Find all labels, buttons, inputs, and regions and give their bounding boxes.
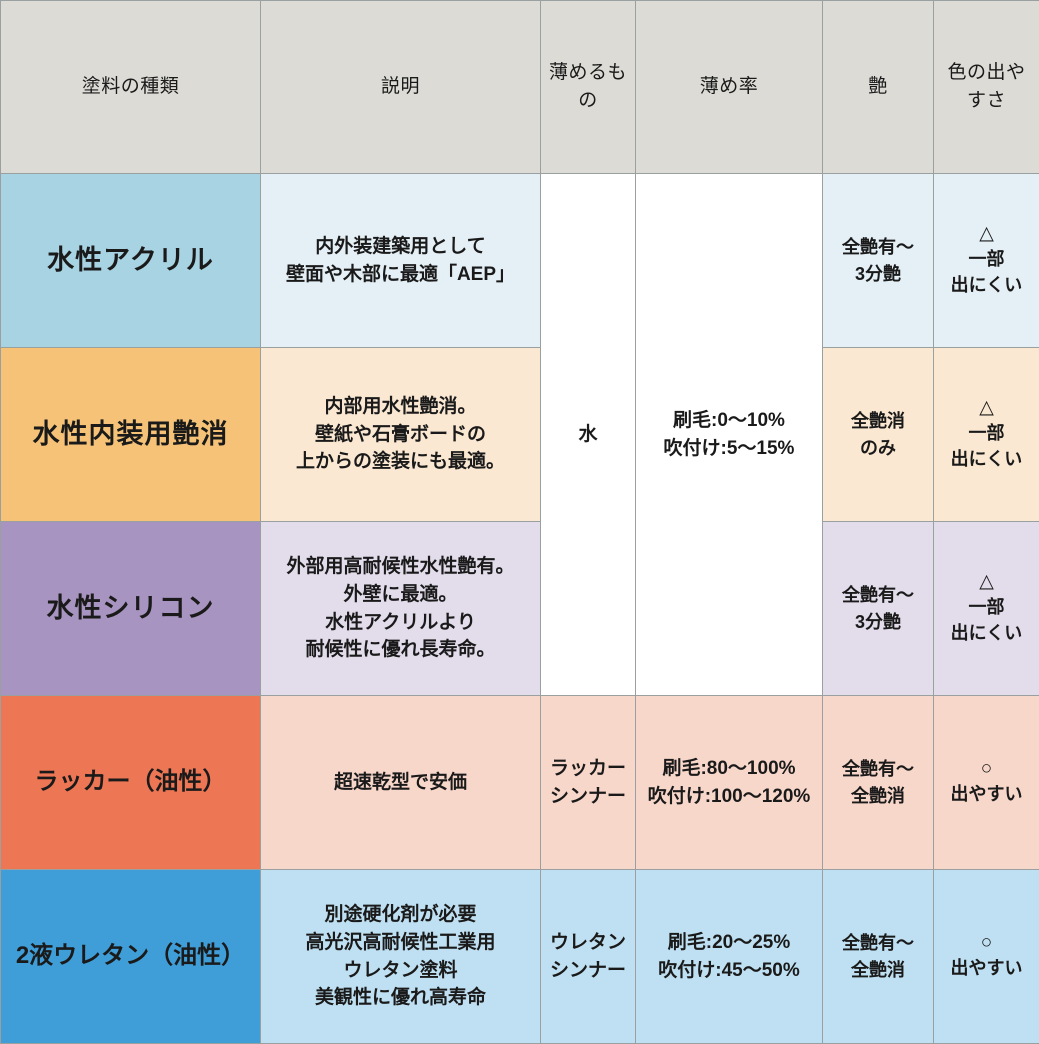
cell-paint-type: ラッカー（油性） xyxy=(1,696,261,870)
cell-gloss: 全艶有〜3分艶 xyxy=(823,174,934,348)
cell-color-ease: ○ 出やすい xyxy=(934,870,1039,1044)
cell-paint-type: 2液ウレタン（油性） xyxy=(1,870,261,1044)
cell-gloss: 全艶有〜全艶消 xyxy=(823,870,934,1044)
table-row-interior-matte: 水性内装用艶消 内部用水性艶消。壁紙や石膏ボードの上からの塗装にも最適。 全艶消… xyxy=(1,348,1039,522)
column-header-description: 説明 xyxy=(261,1,541,174)
cell-color-ease-text: 一部出にくい xyxy=(951,249,1023,295)
cell-paint-type: 水性シリコン xyxy=(1,522,261,696)
cell-description: 別途硬化剤が必要高光沢高耐候性工業用ウレタン塗料美観性に優れ高寿命 xyxy=(261,870,541,1044)
table-row-lacquer: ラッカー（油性） 超速乾型で安価 ラッカーシンナー 刷毛:80〜100%吹付け:… xyxy=(1,696,1039,870)
cell-gloss: 全艶有〜3分艶 xyxy=(823,522,934,696)
table-row-silicone: 水性シリコン 外部用高耐候性水性艶有。外壁に最適。水性アクリルより耐候性に優れ長… xyxy=(1,522,1039,696)
cell-color-ease-text: 一部出にくい xyxy=(951,423,1023,469)
table-header: 塗料の種類 説明 薄めるもの 薄め率 艶 色の出やすさ xyxy=(1,1,1039,174)
cell-thinner: ウレタンシンナー xyxy=(541,870,636,1044)
cell-description: 外部用高耐候性水性艶有。外壁に最適。水性アクリルより耐候性に優れ長寿命。 xyxy=(261,522,541,696)
cell-paint-type: 水性内装用艶消 xyxy=(1,348,261,522)
cell-gloss: 全艶有〜全艶消 xyxy=(823,696,934,870)
cell-description: 内外装建築用として壁面や木部に最適「AEP」 xyxy=(261,174,541,348)
cell-description: 超速乾型で安価 xyxy=(261,696,541,870)
cell-color-ease-text: 出やすい xyxy=(951,958,1023,978)
table-row-acrylic: 水性アクリル 内外装建築用として壁面や木部に最適「AEP」 水 刷毛:0〜10%… xyxy=(1,174,1039,348)
cell-color-ease: △ 一部出にくい xyxy=(934,522,1039,696)
column-header-gloss: 艶 xyxy=(823,1,934,174)
cell-dilution-ratio-merged: 刷毛:0〜10%吹付け:5〜15% xyxy=(636,174,823,696)
cell-color-ease: △ 一部出にくい xyxy=(934,348,1039,522)
header-row: 塗料の種類 説明 薄めるもの 薄め率 艶 色の出やすさ xyxy=(1,1,1039,174)
cell-thinner: ラッカーシンナー xyxy=(541,696,636,870)
table-body: 水性アクリル 内外装建築用として壁面や木部に最適「AEP」 水 刷毛:0〜10%… xyxy=(1,174,1039,1044)
cell-paint-type: 水性アクリル xyxy=(1,174,261,348)
triangle-mark-icon: △ xyxy=(938,223,1035,246)
cell-color-ease: △ 一部出にくい xyxy=(934,174,1039,348)
cell-color-ease-text: 一部出にくい xyxy=(951,597,1023,643)
circle-mark-icon: ○ xyxy=(938,932,1035,955)
cell-gloss: 全艶消のみ xyxy=(823,348,934,522)
column-header-dilution-ratio: 薄め率 xyxy=(636,1,823,174)
triangle-mark-icon: △ xyxy=(938,571,1035,594)
cell-dilution-ratio: 刷毛:20〜25%吹付け:45〜50% xyxy=(636,870,823,1044)
circle-mark-icon: ○ xyxy=(938,758,1035,781)
cell-color-ease: ○ 出やすい xyxy=(934,696,1039,870)
column-header-color-ease: 色の出やすさ xyxy=(934,1,1039,174)
triangle-mark-icon: △ xyxy=(938,397,1035,420)
column-header-paint-type: 塗料の種類 xyxy=(1,1,261,174)
table-row-two-part-urethane: 2液ウレタン（油性） 別途硬化剤が必要高光沢高耐候性工業用ウレタン塗料美観性に優… xyxy=(1,870,1039,1044)
column-header-thinner: 薄めるもの xyxy=(541,1,636,174)
cell-thinner-merged: 水 xyxy=(541,174,636,696)
cell-dilution-ratio: 刷毛:80〜100%吹付け:100〜120% xyxy=(636,696,823,870)
cell-color-ease-text: 出やすい xyxy=(951,784,1023,804)
cell-description: 内部用水性艶消。壁紙や石膏ボードの上からの塗装にも最適。 xyxy=(261,348,541,522)
